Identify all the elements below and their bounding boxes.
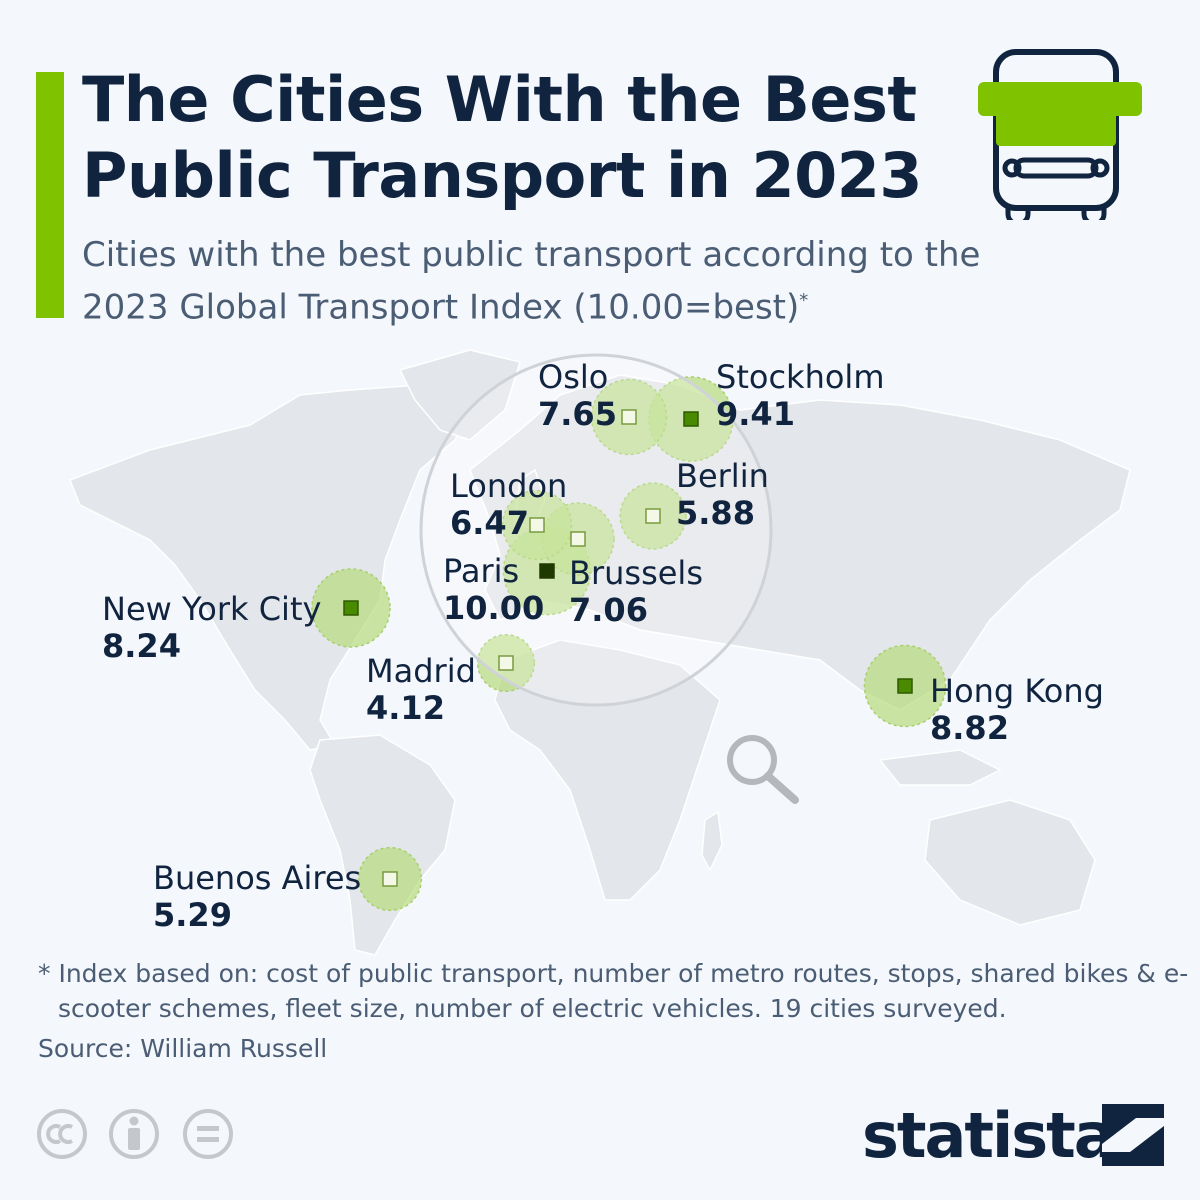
markers-layer <box>343 409 913 887</box>
attribution-icon[interactable] <box>109 1109 159 1159</box>
label-value-berlin: 5.88 <box>676 494 755 532</box>
label-value-new-york-city: 8.24 <box>102 627 181 665</box>
marker-stockholm[interactable] <box>683 411 699 427</box>
label-name-london: London <box>450 467 567 505</box>
africa-landmass <box>494 639 721 901</box>
marker-hong-kong[interactable] <box>897 678 913 694</box>
label-value-london: 6.47 <box>450 504 529 542</box>
north-america-landmass <box>69 384 472 751</box>
label-value-oslo: 7.65 <box>538 395 617 433</box>
marker-brussels[interactable] <box>570 531 586 547</box>
marker-new-york-city[interactable] <box>343 600 359 616</box>
accent-bar <box>36 72 64 318</box>
no-derivatives-icon[interactable] <box>183 1109 233 1159</box>
subtitle-text: Cities with the best public transport ac… <box>82 235 981 328</box>
label-name-stockholm: Stockholm <box>716 358 884 396</box>
label-name-berlin: Berlin <box>676 457 769 495</box>
cc-icon[interactable] <box>37 1109 87 1159</box>
label-value-madrid: 4.12 <box>366 689 445 727</box>
marker-oslo[interactable] <box>621 409 637 425</box>
source: Source: William Russell <box>38 1034 328 1063</box>
statista-logo-icon <box>1102 1104 1164 1166</box>
label-name-madrid: Madrid <box>366 652 476 690</box>
label-name-new-york-city: New York City <box>102 590 321 628</box>
label-name-brussels: Brussels <box>569 554 703 592</box>
indonesia-landmass <box>878 749 1002 786</box>
license-icons <box>37 1109 233 1159</box>
label-name-oslo: Oslo <box>538 358 608 396</box>
label-value-brussels: 7.06 <box>569 591 648 629</box>
page-subtitle: Cities with the best public transport ac… <box>82 232 982 330</box>
magnifier-icon <box>727 735 799 804</box>
madagascar-landmass <box>701 810 723 872</box>
greenland-landmass <box>398 349 521 441</box>
marker-paris[interactable] <box>539 563 555 579</box>
label-name-buenos-aires: Buenos Aires <box>153 859 361 897</box>
marker-madrid[interactable] <box>498 655 514 671</box>
marker-berlin[interactable] <box>645 508 661 524</box>
label-name-hong-kong: Hong Kong <box>930 672 1104 710</box>
label-value-paris: 10.00 <box>443 589 544 627</box>
statista-logo[interactable]: statista <box>862 1098 1172 1174</box>
subtitle-footnote-marker: * <box>799 290 809 311</box>
label-value-stockholm: 9.41 <box>716 395 795 433</box>
page-title: The Cities With the Best Public Transpor… <box>82 63 923 212</box>
marker-london[interactable] <box>529 517 545 533</box>
bus-icon <box>978 49 1142 220</box>
europe-zoom-circle <box>419 353 773 707</box>
south-america-landmass <box>309 734 456 956</box>
world-map-land <box>69 349 1131 956</box>
marker-buenos-aires[interactable] <box>382 871 398 887</box>
label-value-hong-kong: 8.82 <box>930 709 1009 747</box>
label-value-buenos-aires: 5.29 <box>153 896 232 934</box>
australia-landmass <box>924 799 1096 926</box>
statista-wordmark: statista <box>862 1099 1116 1172</box>
footnote: * Index based on: cost of public transpo… <box>38 959 1189 1023</box>
label-name-paris: Paris <box>443 552 519 590</box>
